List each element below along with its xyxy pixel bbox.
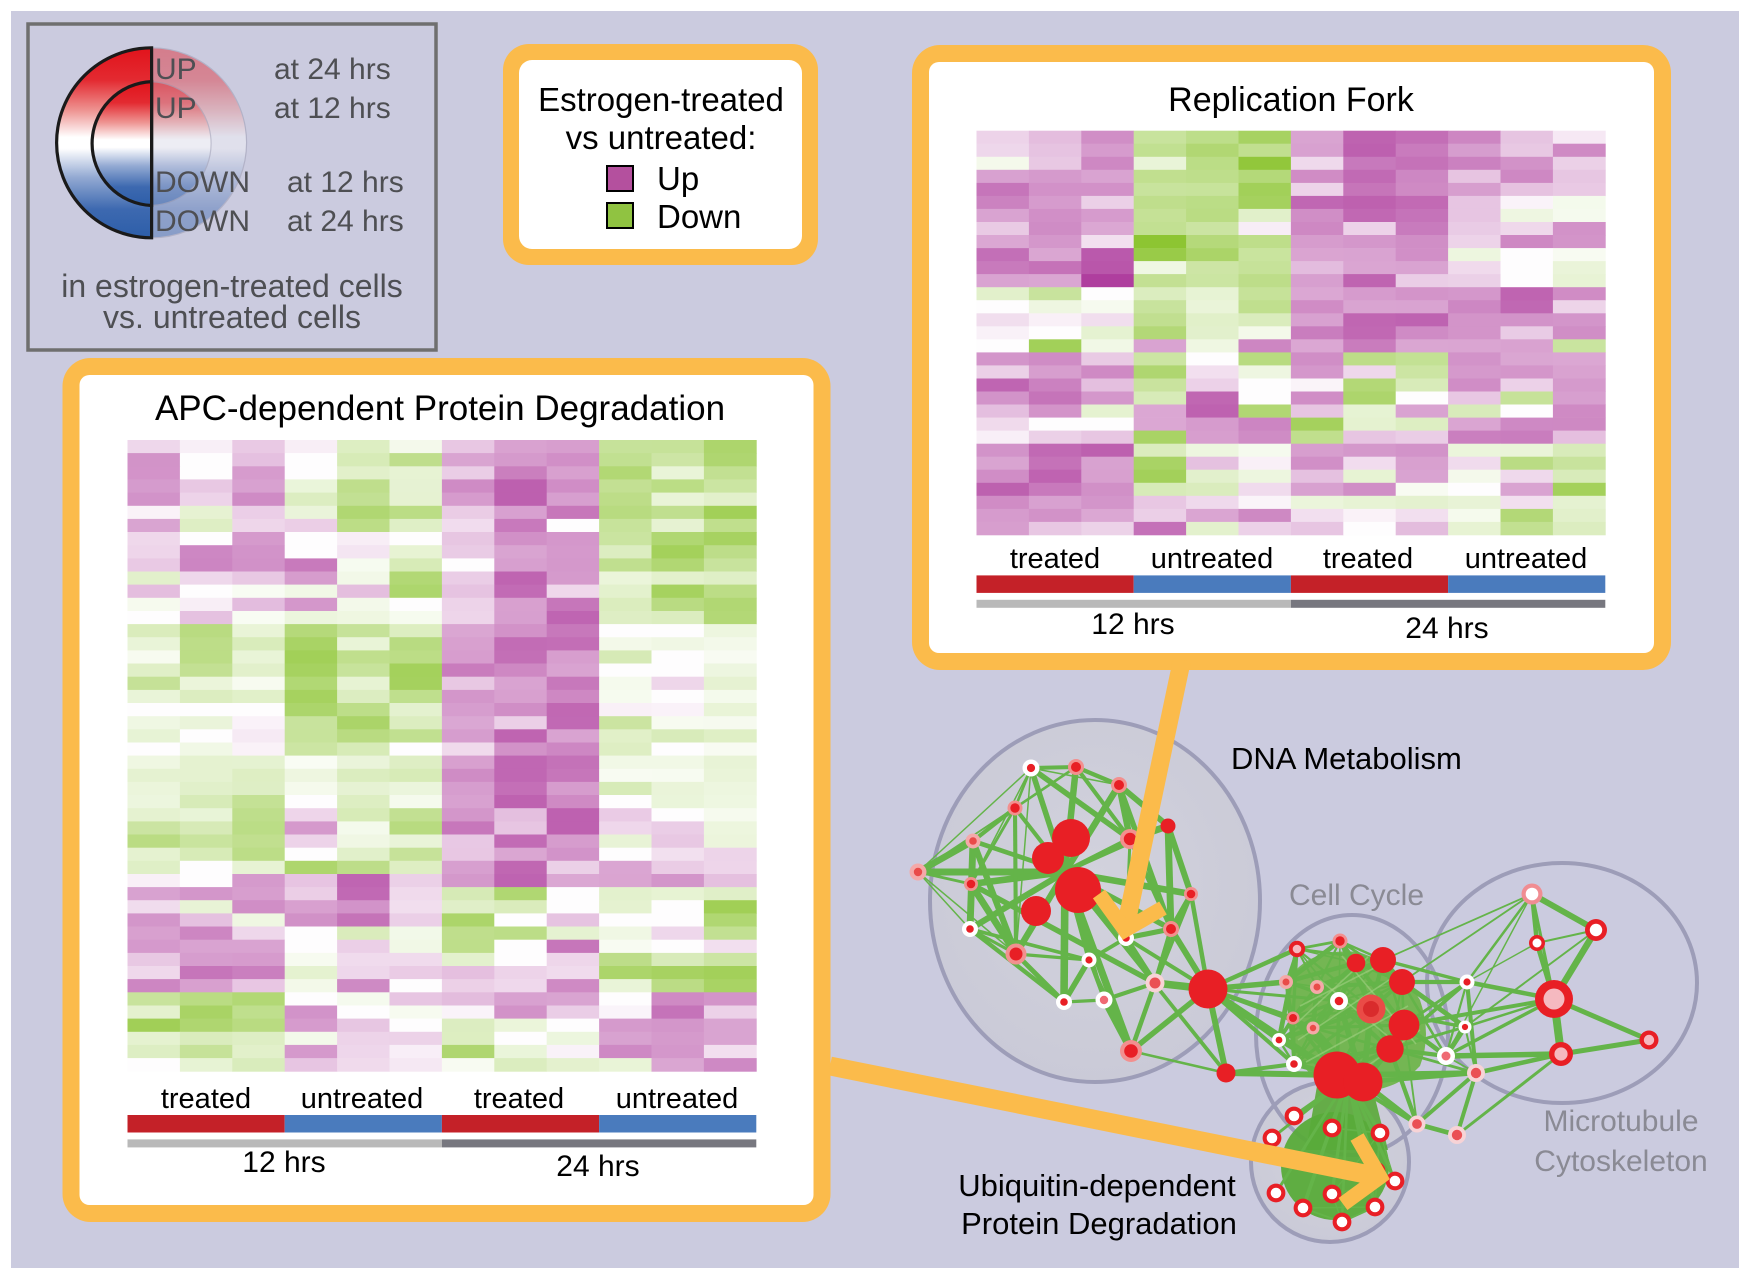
svg-text:Microtubule: Microtubule — [1543, 1105, 1698, 1138]
svg-text:at 24 hrs: at 24 hrs — [287, 205, 404, 238]
svg-text:treated: treated — [161, 1083, 251, 1115]
svg-text:Protein Degradation: Protein Degradation — [961, 1206, 1237, 1241]
svg-text:Up: Up — [657, 160, 699, 197]
svg-text:at 12 hrs: at 12 hrs — [274, 92, 391, 125]
svg-text:untreated: untreated — [1465, 543, 1588, 575]
svg-text:DNA Metabolism: DNA Metabolism — [1231, 741, 1462, 776]
svg-text:untreated: untreated — [616, 1083, 739, 1115]
svg-text:12 hrs: 12 hrs — [1091, 608, 1174, 641]
svg-text:24 hrs: 24 hrs — [556, 1150, 639, 1183]
svg-text:UP: UP — [155, 53, 197, 86]
svg-text:UP: UP — [155, 92, 197, 125]
svg-text:Replication Fork: Replication Fork — [1168, 81, 1415, 119]
svg-text:in estrogen-treated cells: in estrogen-treated cells — [61, 268, 403, 304]
svg-text:12 hrs: 12 hrs — [242, 1146, 325, 1179]
svg-text:treated: treated — [1010, 543, 1100, 575]
svg-text:Cytoskeleton: Cytoskeleton — [1534, 1145, 1707, 1178]
svg-text:Estrogen-treated: Estrogen-treated — [538, 81, 784, 118]
svg-text:24 hrs: 24 hrs — [1405, 612, 1488, 645]
svg-text:untreated: untreated — [301, 1083, 424, 1115]
svg-text:DOWN: DOWN — [155, 205, 250, 238]
svg-text:treated: treated — [1323, 543, 1413, 575]
svg-text:at 24 hrs: at 24 hrs — [274, 53, 391, 86]
svg-text:at 12 hrs: at 12 hrs — [287, 166, 404, 199]
svg-text:Ubiquitin-dependent: Ubiquitin-dependent — [958, 1168, 1236, 1203]
svg-text:vs. untreated cells: vs. untreated cells — [103, 299, 361, 335]
svg-text:DOWN: DOWN — [155, 166, 250, 199]
svg-text:Cell Cycle: Cell Cycle — [1289, 879, 1424, 912]
svg-text:untreated: untreated — [1151, 543, 1274, 575]
svg-text:treated: treated — [474, 1083, 564, 1115]
svg-text:Down: Down — [657, 198, 741, 235]
svg-text:vs untreated:: vs untreated: — [566, 119, 757, 156]
svg-text:APC-dependent Protein Degradat: APC-dependent Protein Degradation — [155, 389, 725, 428]
